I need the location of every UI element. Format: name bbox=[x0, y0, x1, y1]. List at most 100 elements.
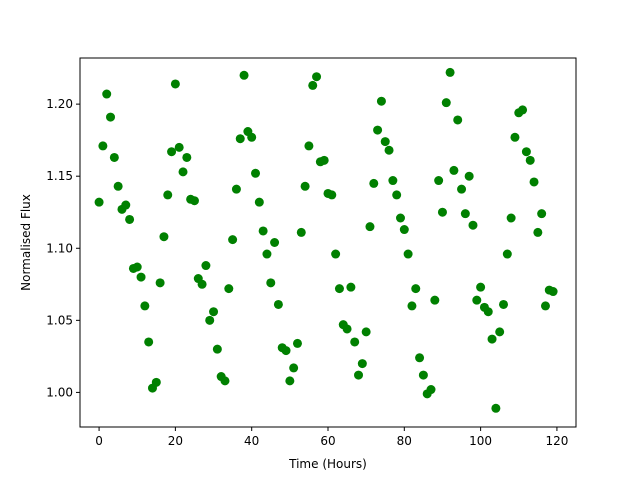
data-point bbox=[212, 344, 222, 354]
x-tick-label: 0 bbox=[95, 434, 103, 448]
x-axis-label: Time (Hours) bbox=[288, 457, 367, 471]
data-point bbox=[144, 337, 154, 347]
data-point bbox=[285, 376, 295, 386]
data-point bbox=[392, 190, 402, 200]
data-point bbox=[334, 284, 344, 294]
data-point bbox=[140, 301, 150, 311]
data-point bbox=[457, 184, 467, 194]
data-point bbox=[510, 132, 520, 142]
x-tick-label: 40 bbox=[244, 434, 259, 448]
data-point bbox=[159, 232, 169, 242]
data-point bbox=[434, 176, 444, 186]
data-point bbox=[109, 152, 119, 162]
data-point bbox=[365, 222, 375, 232]
data-point bbox=[289, 363, 299, 373]
data-point bbox=[453, 115, 463, 125]
data-point bbox=[239, 70, 249, 80]
data-point bbox=[357, 359, 367, 369]
data-point bbox=[346, 282, 356, 292]
data-point bbox=[376, 96, 386, 106]
data-point bbox=[113, 181, 123, 191]
data-point bbox=[411, 284, 421, 294]
y-tick-label: 1.00 bbox=[46, 385, 73, 399]
data-point bbox=[548, 287, 558, 297]
y-axis: 1.00 1.05 1.10 1.15 1.20 bbox=[46, 97, 80, 399]
data-point bbox=[468, 220, 478, 230]
x-tick-label: 100 bbox=[469, 434, 492, 448]
data-point bbox=[521, 147, 531, 157]
data-point bbox=[258, 226, 268, 236]
data-point bbox=[384, 145, 394, 155]
data-point bbox=[437, 207, 447, 217]
data-point bbox=[189, 196, 199, 206]
data-point bbox=[228, 235, 238, 245]
data-point bbox=[292, 338, 302, 348]
data-point bbox=[418, 370, 428, 380]
data-point bbox=[426, 385, 436, 395]
data-point bbox=[224, 284, 234, 294]
data-point bbox=[106, 112, 116, 122]
data-point bbox=[266, 278, 276, 288]
data-point bbox=[136, 272, 146, 282]
data-point bbox=[94, 197, 104, 207]
data-point bbox=[395, 213, 405, 223]
data-point bbox=[125, 214, 135, 224]
data-point bbox=[331, 249, 341, 259]
x-tick-label: 80 bbox=[397, 434, 412, 448]
data-point bbox=[254, 197, 264, 207]
data-point bbox=[155, 278, 165, 288]
data-point bbox=[151, 377, 161, 387]
y-tick-label: 1.20 bbox=[46, 97, 73, 111]
data-point bbox=[205, 315, 215, 325]
data-point bbox=[197, 279, 207, 289]
data-point bbox=[132, 262, 142, 272]
data-point bbox=[529, 177, 539, 187]
data-point bbox=[460, 209, 470, 219]
data-point bbox=[178, 167, 188, 177]
data-point bbox=[399, 225, 409, 235]
data-point bbox=[220, 376, 230, 386]
data-point bbox=[445, 67, 455, 77]
data-point bbox=[518, 105, 528, 115]
data-point bbox=[273, 299, 283, 309]
data-point bbox=[499, 299, 509, 309]
data-point bbox=[491, 403, 501, 413]
data-point bbox=[441, 98, 451, 108]
data-point bbox=[403, 249, 413, 259]
data-point bbox=[361, 327, 371, 337]
data-point bbox=[209, 307, 219, 317]
data-point bbox=[98, 141, 108, 151]
data-point bbox=[342, 324, 352, 334]
data-point bbox=[235, 134, 245, 144]
data-point bbox=[247, 132, 257, 142]
data-point bbox=[525, 155, 535, 165]
y-tick-label: 1.05 bbox=[46, 313, 73, 327]
x-axis: 0 20 40 60 80 100 120 bbox=[95, 427, 568, 448]
data-point bbox=[312, 72, 322, 82]
data-point bbox=[170, 79, 180, 89]
data-point bbox=[430, 295, 440, 305]
data-point bbox=[464, 171, 474, 181]
y-tick-label: 1.15 bbox=[46, 169, 73, 183]
x-tick-label: 60 bbox=[320, 434, 335, 448]
data-point bbox=[304, 141, 314, 151]
data-point bbox=[262, 249, 272, 259]
data-point bbox=[540, 301, 550, 311]
data-point bbox=[483, 307, 493, 317]
data-point bbox=[388, 176, 398, 186]
data-point bbox=[502, 249, 512, 259]
x-tick-label: 20 bbox=[168, 434, 183, 448]
data-point bbox=[182, 152, 192, 162]
x-tick-label: 120 bbox=[545, 434, 568, 448]
data-point bbox=[121, 200, 131, 210]
data-point bbox=[319, 155, 329, 165]
data-point bbox=[300, 181, 310, 191]
data-point bbox=[476, 282, 486, 292]
data-point bbox=[449, 165, 459, 175]
data-point bbox=[369, 178, 379, 188]
data-point bbox=[231, 184, 241, 194]
data-point bbox=[174, 142, 184, 152]
data-point bbox=[350, 337, 360, 347]
data-point bbox=[270, 238, 280, 247]
